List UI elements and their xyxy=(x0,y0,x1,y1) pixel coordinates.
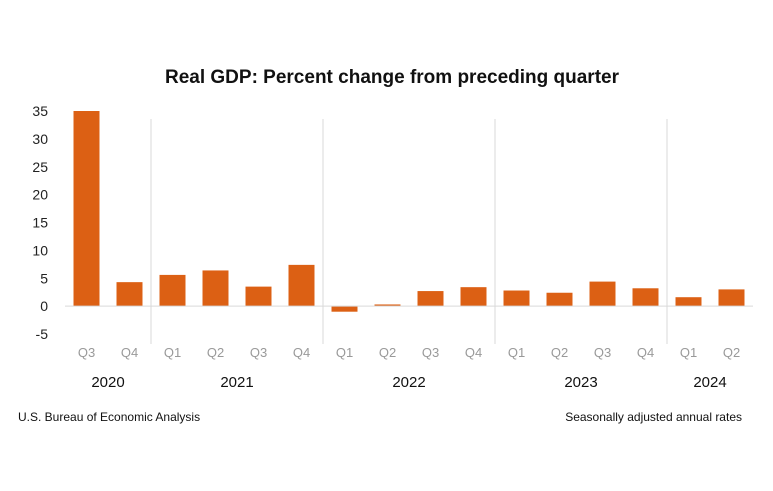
y-tick-label: 35 xyxy=(32,103,48,119)
bar xyxy=(73,111,100,307)
x-axis-quarters: Q3 Q4 Q1 Q2 Q3 Q4 Q1 Q2 Q3 Q4 Q1 Q2 Q3 Q4 Q1 Q2 xyxy=(78,345,740,360)
bar xyxy=(675,297,702,307)
y-tick-label: 25 xyxy=(32,159,48,175)
x-tick-label: Q2 xyxy=(379,345,396,360)
bar xyxy=(460,287,487,307)
bar xyxy=(503,290,530,307)
x-tick-label: Q4 xyxy=(465,345,482,360)
y-tick-label: 10 xyxy=(32,242,48,258)
year-label: 2020 xyxy=(91,374,124,391)
x-tick-label: Q1 xyxy=(336,345,353,360)
y-tick-label: 30 xyxy=(32,131,48,147)
x-tick-label: Q1 xyxy=(508,345,525,360)
x-tick-label: Q3 xyxy=(250,345,267,360)
x-tick-label: Q4 xyxy=(293,345,310,360)
bar-series xyxy=(73,111,745,312)
x-tick-label: Q2 xyxy=(551,345,568,360)
x-tick-label: Q4 xyxy=(637,345,654,360)
x-tick-label: Q1 xyxy=(164,345,181,360)
year-label: 2021 xyxy=(220,374,253,391)
bar xyxy=(417,291,444,307)
y-tick-label: 5 xyxy=(40,270,48,286)
year-label: 2022 xyxy=(392,374,425,391)
x-tick-label: Q3 xyxy=(78,345,95,360)
year-label: 2024 xyxy=(693,374,726,391)
y-tick-label: 0 xyxy=(40,298,48,314)
bar xyxy=(331,306,358,312)
bar xyxy=(718,289,745,307)
x-tick-label: Q3 xyxy=(594,345,611,360)
bar xyxy=(159,274,186,307)
y-axis: 35 30 25 20 15 10 5 0 -5 xyxy=(32,103,48,342)
y-tick-label: 20 xyxy=(32,187,48,203)
year-separators xyxy=(150,119,668,344)
x-axis-years: 2020 2021 2022 2023 2024 xyxy=(91,374,726,391)
bar xyxy=(632,288,659,307)
x-tick-label: Q2 xyxy=(723,345,740,360)
note-label: Seasonally adjusted annual rates xyxy=(565,410,742,424)
x-tick-label: Q3 xyxy=(422,345,439,360)
bar xyxy=(374,304,401,307)
bar xyxy=(116,282,143,307)
bar xyxy=(546,292,573,307)
source-label: U.S. Bureau of Economic Analysis xyxy=(18,410,200,424)
x-tick-label: Q2 xyxy=(207,345,224,360)
y-tick-label: -5 xyxy=(36,326,49,342)
bar xyxy=(245,286,272,307)
year-label: 2023 xyxy=(564,374,597,391)
x-tick-label: Q4 xyxy=(121,345,138,360)
y-tick-label: 15 xyxy=(32,215,48,231)
chart-title: Real GDP: Percent change from preceding … xyxy=(165,67,620,88)
bar xyxy=(589,281,616,307)
bar xyxy=(288,264,315,307)
bar xyxy=(202,270,229,307)
x-tick-label: Q1 xyxy=(680,345,697,360)
